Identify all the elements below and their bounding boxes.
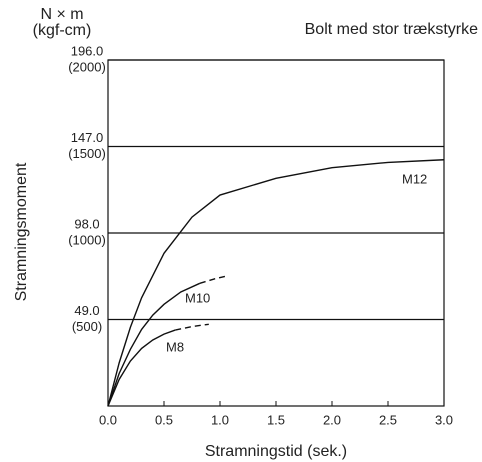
- y-unit-kgf: (kgf-cm): [33, 22, 92, 39]
- series-line-dashed: [175, 323, 209, 331]
- series-label: M8: [166, 339, 184, 354]
- x-tick-label: 2.5: [379, 412, 397, 427]
- series-line-dashed: [199, 275, 226, 284]
- y-tick-sublabel: (2000): [68, 59, 106, 74]
- series-line: [107, 159, 445, 407]
- x-tick-label: 2.0: [323, 412, 341, 427]
- x-tick-label: 3.0: [435, 412, 453, 427]
- series-label: M12: [402, 171, 427, 186]
- x-tick-label: 1.5: [267, 412, 285, 427]
- chart-title: Bolt med stor trækstyrke: [305, 21, 478, 38]
- x-tick-label: 1.0: [211, 412, 229, 427]
- y-tick-sublabel: (1000): [68, 232, 106, 247]
- y-tick-label: 98.0: [74, 216, 99, 231]
- y-axis-label: Stramningsmoment: [13, 162, 30, 301]
- y-tick-label: 49.0: [74, 303, 99, 318]
- x-tick-label: 0.0: [99, 412, 117, 427]
- series-line: [107, 282, 201, 407]
- y-tick-sublabel: (1500): [68, 146, 106, 161]
- series-line: [107, 329, 176, 407]
- series-label: M10: [185, 290, 210, 305]
- y-tick-sublabel: (500): [72, 319, 102, 334]
- x-axis-label: Stramningstid (sek.): [205, 443, 347, 460]
- x-tick-label: 0.5: [155, 412, 173, 427]
- y-tick-label: 196.0: [71, 43, 104, 58]
- y-tick-label: 147.0: [71, 130, 104, 145]
- y-unit: N × m: [40, 6, 83, 23]
